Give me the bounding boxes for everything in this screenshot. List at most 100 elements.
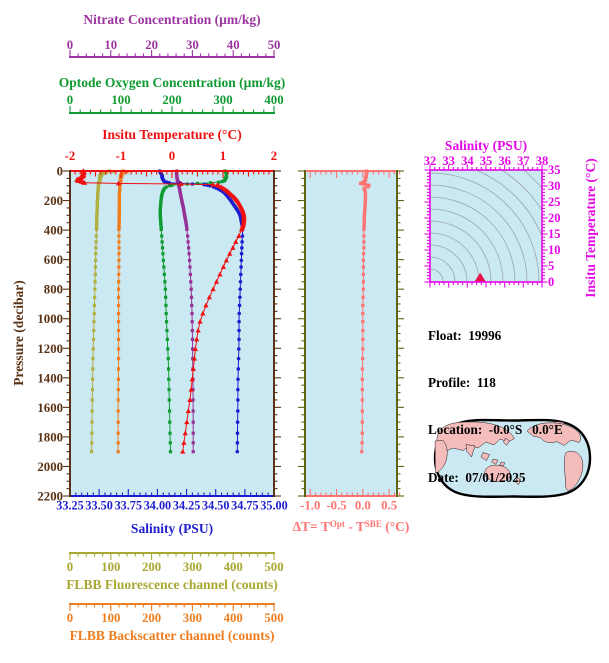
- svg-text:0: 0: [57, 165, 63, 179]
- svg-text:32: 32: [424, 154, 437, 168]
- svg-text:1800: 1800: [37, 430, 63, 444]
- delta-t-bottom-axis: -1.0 -0.5 0.0 0.5: [300, 489, 401, 513]
- delta-t-label-suffix: (°C): [381, 519, 410, 534]
- svg-text:100: 100: [111, 93, 130, 107]
- svg-text:36: 36: [498, 154, 511, 168]
- svg-text:34.50: 34.50: [202, 499, 229, 513]
- svg-text:33.75: 33.75: [115, 499, 142, 513]
- svg-text:400: 400: [224, 611, 243, 625]
- profile-temperature: [74, 168, 247, 454]
- svg-text:400: 400: [264, 93, 283, 107]
- svg-text:10: 10: [104, 38, 117, 52]
- svg-text:0: 0: [67, 93, 73, 107]
- svg-text:2200: 2200: [37, 490, 63, 504]
- pressure-axis-right: [273, 170, 281, 497]
- pressure-axis-left: 0 200 400 600 800 1000 1200 1400 1600 1800 2000 220…: [37, 165, 71, 504]
- float-id-line: Float: 19996: [428, 327, 502, 343]
- svg-text:5: 5: [548, 259, 554, 273]
- delta-t-sup-opt: Opt: [329, 518, 345, 529]
- svg-text:34.00: 34.00: [144, 499, 171, 513]
- nitrate-axis-title: Nitrate Concentration (µm/kg): [83, 12, 261, 27]
- svg-text:1600: 1600: [37, 401, 63, 415]
- svg-text:2: 2: [271, 149, 277, 163]
- svg-text:0: 0: [67, 611, 73, 625]
- svg-text:200: 200: [142, 560, 161, 574]
- profile-salinity: [157, 169, 245, 454]
- profile-line: Profile: 118: [428, 374, 496, 390]
- svg-text:300: 300: [183, 560, 202, 574]
- nitrate-scale-axis: 0 10 20 30 40 50: [67, 38, 281, 58]
- svg-text:300: 300: [213, 93, 232, 107]
- delta-t-label-prefix: ΔT= T: [292, 519, 330, 534]
- svg-text:600: 600: [44, 253, 63, 267]
- salinity-axis: 33.25 33.50 33.75 34.00 34.25 34.50 34.75 35.00: [56, 489, 288, 513]
- svg-text:0: 0: [169, 149, 175, 163]
- svg-text:25: 25: [548, 195, 561, 209]
- temperature-axis-title: Insitu Temperature (°C): [102, 127, 242, 142]
- svg-text:40: 40: [227, 38, 240, 52]
- temperature-axis: -2 -1 0 1 2: [65, 149, 277, 178]
- delta-t-side-axes: [298, 170, 404, 497]
- delta-t-label-mid: - T: [344, 519, 365, 534]
- svg-text:20: 20: [548, 211, 561, 225]
- svg-text:200: 200: [162, 93, 181, 107]
- svg-text:35.00: 35.00: [260, 499, 287, 513]
- svg-text:15: 15: [548, 227, 561, 241]
- profile-oxygen: [158, 169, 229, 454]
- oxygen-scale-axis: 0 100 200 300 400: [67, 93, 284, 114]
- salinity-axis-title: Salinity (PSU): [130, 521, 214, 536]
- svg-text:34.75: 34.75: [231, 499, 258, 513]
- world-map: [433, 418, 592, 498]
- plot-backgrounds: [70, 170, 542, 496]
- svg-text:0: 0: [548, 275, 554, 289]
- svg-text:0: 0: [67, 38, 73, 52]
- ts-profile-marker: [474, 272, 487, 283]
- svg-text:37: 37: [517, 154, 530, 168]
- fluorescence-axis-title: FLBB Fluorescence channel (counts): [66, 577, 278, 592]
- delta-t-sup-sbe: SBE: [364, 518, 382, 529]
- ts-axes: 32 33 34 35 36 37 38 0 5 10 15 20 25 30 35: [424, 154, 561, 289]
- svg-text:100: 100: [101, 560, 120, 574]
- svg-text:-1.0: -1.0: [300, 499, 320, 513]
- svg-text:33.25: 33.25: [56, 499, 83, 513]
- svg-text:35: 35: [548, 163, 561, 177]
- svg-text:100: 100: [101, 611, 120, 625]
- svg-text:400: 400: [224, 560, 243, 574]
- svg-text:34.25: 34.25: [173, 499, 200, 513]
- svg-text:200: 200: [142, 611, 161, 625]
- svg-text:50: 50: [268, 38, 281, 52]
- svg-text:0.0: 0.0: [355, 499, 371, 513]
- location-line: Location: -0.0°S 0.0°E: [428, 422, 563, 438]
- float-info: Float: 19996 Profile: 118 Location: -0.0…: [428, 296, 563, 517]
- svg-text:38: 38: [536, 154, 549, 168]
- svg-text:300: 300: [183, 611, 202, 625]
- svg-text:400: 400: [44, 224, 63, 238]
- svg-text:500: 500: [264, 560, 283, 574]
- svg-text:500: 500: [264, 611, 283, 625]
- svg-text:10: 10: [548, 243, 561, 257]
- svg-text:1200: 1200: [37, 342, 63, 356]
- svg-text:33: 33: [442, 154, 455, 168]
- svg-text:33.50: 33.50: [85, 499, 112, 513]
- svg-text:30: 30: [548, 179, 561, 193]
- svg-text:200: 200: [44, 194, 63, 208]
- oxygen-axis-title: Optode Oxygen Concentration (µm/kg): [58, 75, 286, 90]
- svg-text:35: 35: [480, 154, 493, 168]
- delta-t-top-axis: [304, 170, 401, 178]
- svg-text:0.5: 0.5: [381, 499, 397, 513]
- fluorescence-scale-axis: 0 100 200 300 400 500: [67, 552, 284, 574]
- ts-temperature-title: Insitu Temperature (°C): [583, 158, 598, 298]
- delta-t-axis-label: ΔT= TOpt - TSBE (°C): [293, 519, 410, 535]
- svg-text:800: 800: [44, 283, 63, 297]
- svg-text:-1: -1: [116, 149, 127, 163]
- svg-text:-0.5: -0.5: [326, 499, 346, 513]
- ts-salinity-title: Salinity (PSU): [444, 138, 528, 153]
- svg-text:30: 30: [186, 38, 199, 52]
- backscatter-scale-axis: 0 100 200 300 400 500: [67, 603, 284, 625]
- svg-text:1000: 1000: [37, 312, 63, 326]
- svg-text:34: 34: [461, 154, 474, 168]
- svg-text:1: 1: [220, 149, 226, 163]
- svg-text:-2: -2: [65, 149, 76, 163]
